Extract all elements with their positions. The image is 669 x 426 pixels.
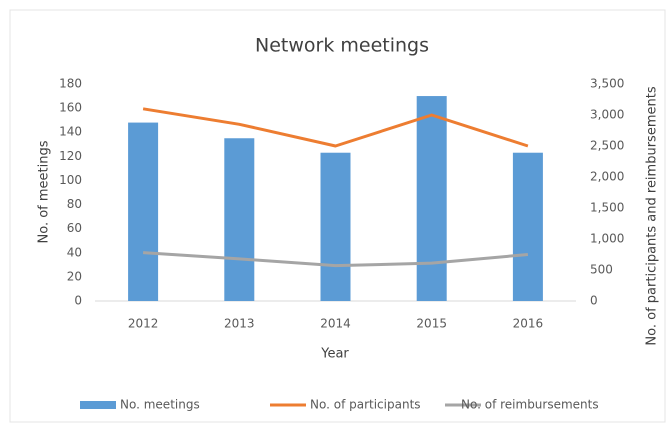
y-tick-label: 40 [67,245,82,259]
y-tick-label: 100 [59,173,82,187]
x-tick-label: 2016 [513,317,544,331]
y2-axis-title: No. of participants and reimbursements [645,86,660,345]
legend-label: No. meetings [120,398,200,412]
chart-title: Network meetings [255,35,429,57]
y2-tick-label: 500 [590,263,613,277]
y-tick-label: 20 [67,269,82,283]
x-tick-label: 2015 [416,317,447,331]
bar [224,138,255,301]
x-tick-label: 2012 [128,317,159,331]
y2-tick-label: 3,000 [590,108,624,122]
y2-tick-label: 1,500 [590,201,624,215]
y-tick-label: 120 [59,149,82,163]
bar [320,152,351,301]
y-tick-label: 160 [59,101,82,115]
y-tick-label: 80 [67,197,82,211]
line [142,107,529,148]
y-tick-label: 0 [74,294,82,308]
legend-swatch [80,401,116,409]
y-tick-label: 180 [59,77,82,91]
y2-tick-label: 2,000 [590,170,624,184]
x-axis-title: Year [320,347,349,362]
y2-tick-label: 0 [590,294,598,308]
line [143,251,529,268]
bar [128,122,159,301]
bar [416,96,447,301]
y-axis-title: No. of meetings [37,140,52,243]
x-tick-label: 2013 [224,317,255,331]
chart-border [9,9,666,423]
y2-tick-label: 3,500 [590,77,624,91]
y-tick-label: 140 [59,125,82,139]
x-tick-label: 2014 [320,317,351,331]
y-tick-label: 60 [67,221,82,235]
legend-label: No. of reimbursements [461,398,599,412]
bar [512,152,543,301]
y2-tick-label: 2,500 [590,139,624,153]
y2-tick-label: 1,000 [590,232,624,246]
legend-label: No. of participants [310,398,421,412]
